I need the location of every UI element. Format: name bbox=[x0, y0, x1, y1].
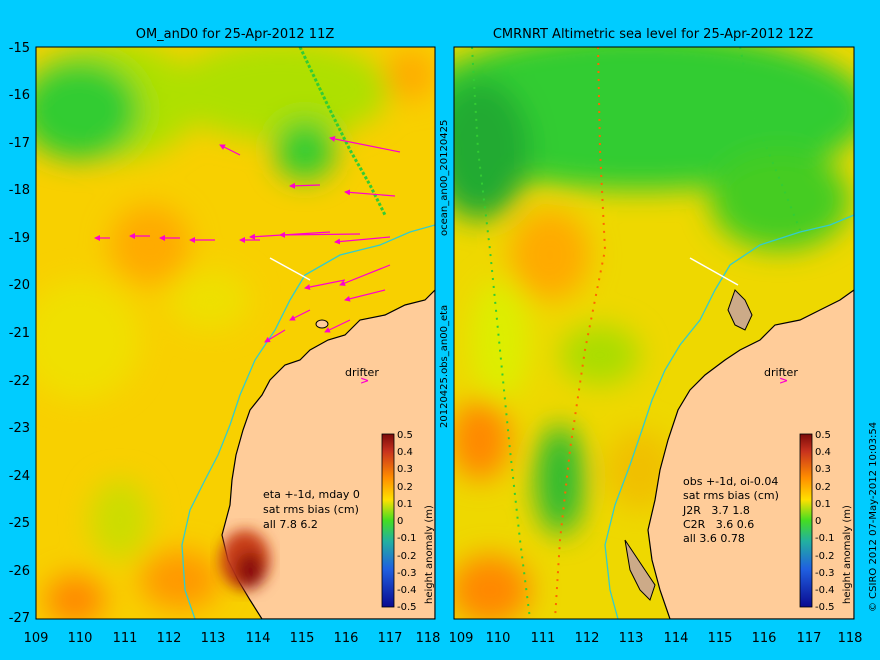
x-axis-ticks-left: 109 110 111 112 113 114 115 116 117 118 bbox=[24, 631, 441, 646]
y-tick-12: -27 bbox=[9, 611, 30, 626]
left-panel-title: OM_anD0 for 25-Apr-2012 11Z bbox=[136, 27, 335, 42]
left-cbar-tick-5: 0 bbox=[397, 516, 403, 527]
right-drifter-icon: > bbox=[779, 374, 788, 387]
x-tick-right-0: 109 bbox=[449, 631, 474, 646]
left-colorbar: 0.5 0.4 0.3 0.2 0.1 0 -0.1 -0.2 -0.3 -0.… bbox=[381, 430, 435, 613]
right-cbar-tick-1: 0.4 bbox=[815, 447, 831, 458]
left-cbar-tick-10: -0.5 bbox=[397, 602, 417, 613]
x-tick-left-1: 110 bbox=[68, 631, 93, 646]
y-axis-ticks: -15 -16 -17 -18 -19 -20 -21 -22 -23 -24 … bbox=[9, 41, 30, 626]
x-tick-left-0: 109 bbox=[24, 631, 49, 646]
x-tick-left-7: 116 bbox=[334, 631, 359, 646]
current-arrows bbox=[94, 136, 401, 343]
right-cbar-tick-9: -0.4 bbox=[815, 585, 835, 596]
left-isobath bbox=[181, 224, 435, 619]
left-stats: eta +-1d, mday 0 sat rms bias (cm) all 7… bbox=[263, 488, 360, 531]
y-tick-4: -19 bbox=[9, 231, 30, 246]
right-stats: obs +-1d, oi-0.04 sat rms bias (cm) J2R … bbox=[682, 475, 779, 545]
x-tick-left-6: 115 bbox=[290, 631, 315, 646]
right-map: drifter > bbox=[454, 47, 854, 619]
right-cbar-tick-8: -0.3 bbox=[815, 568, 835, 579]
x-tick-right-5: 114 bbox=[664, 631, 689, 646]
right-stats-line-1: obs +-1d, oi-0.04 bbox=[683, 475, 778, 488]
x-tick-left-5: 114 bbox=[246, 631, 271, 646]
left-cbar-tick-9: -0.4 bbox=[397, 585, 417, 596]
right-cbar-tick-0: 0.5 bbox=[815, 430, 831, 441]
right-colorbar-label: height anomaly (m) bbox=[842, 505, 853, 604]
left-cbar-tick-6: -0.1 bbox=[397, 533, 417, 544]
right-tracks bbox=[471, 47, 801, 619]
left-stats-line-3: all 7.8 6.2 bbox=[263, 518, 318, 531]
y-tick-1: -16 bbox=[9, 88, 30, 103]
y-tick-0: -15 bbox=[9, 41, 30, 56]
y-tick-3: -18 bbox=[9, 183, 30, 198]
credit-label: © CSIRO 2012 07-May-2012 10:03:54 bbox=[868, 422, 879, 612]
y-tick-5: -20 bbox=[9, 278, 30, 293]
x-tick-left-8: 117 bbox=[378, 631, 403, 646]
left-cbar-tick-2: 0.3 bbox=[397, 464, 413, 475]
left-cbar-tick-1: 0.4 bbox=[397, 447, 413, 458]
x-tick-left-2: 111 bbox=[113, 631, 138, 646]
right-stats-line-4: C2R 3.6 0.6 bbox=[683, 518, 754, 531]
x-tick-right-6: 115 bbox=[708, 631, 733, 646]
right-cbar-tick-5: 0 bbox=[815, 516, 821, 527]
x-tick-right-7: 116 bbox=[752, 631, 777, 646]
left-map: drifter > bbox=[36, 47, 435, 619]
y-tick-2: -17 bbox=[9, 136, 30, 151]
left-cbar-tick-4: 0.1 bbox=[397, 499, 413, 510]
right-cbar-tick-3: 0.2 bbox=[815, 482, 831, 493]
right-panel-title: CMRNRT Altimetric sea level for 25-Apr-2… bbox=[493, 27, 813, 42]
y-tick-8: -23 bbox=[9, 421, 30, 436]
divider-label-top: ocean_an00_20120425 bbox=[439, 120, 450, 236]
right-isobath bbox=[604, 214, 854, 619]
x-tick-left-3: 112 bbox=[157, 631, 182, 646]
right-colorbar-ticks: 0.5 0.4 0.3 0.2 0.1 0 -0.1 -0.2 -0.3 -0.… bbox=[815, 430, 835, 613]
right-cbar-tick-6: -0.1 bbox=[815, 533, 835, 544]
left-stats-line-1: eta +-1d, mday 0 bbox=[263, 488, 360, 501]
right-stats-line-2: sat rms bias (cm) bbox=[683, 489, 779, 502]
y-tick-6: -21 bbox=[9, 326, 30, 341]
left-cbar-tick-3: 0.2 bbox=[397, 482, 413, 493]
x-tick-right-8: 117 bbox=[797, 631, 822, 646]
right-cbar-tick-7: -0.2 bbox=[815, 551, 835, 562]
right-frame bbox=[453, 46, 855, 620]
left-cbar-tick-7: -0.2 bbox=[397, 551, 417, 562]
left-cbar-tick-0: 0.5 bbox=[397, 430, 413, 441]
x-tick-right-2: 111 bbox=[531, 631, 556, 646]
right-stats-line-5: all 3.6 0.78 bbox=[683, 532, 745, 545]
y-tick-11: -26 bbox=[9, 564, 30, 579]
x-tick-right-3: 112 bbox=[575, 631, 600, 646]
right-cbar-tick-4: 0.1 bbox=[815, 499, 831, 510]
left-drifter-label: drifter bbox=[345, 366, 379, 379]
x-tick-right-9: 118 bbox=[838, 631, 863, 646]
left-colorbar-label: height anomaly (m) bbox=[424, 505, 435, 604]
right-cbar-tick-10: -0.5 bbox=[815, 602, 835, 613]
y-tick-7: -22 bbox=[9, 374, 30, 389]
x-tick-left-9: 118 bbox=[416, 631, 441, 646]
left-colorbar-ticks: 0.5 0.4 0.3 0.2 0.1 0 -0.1 -0.2 -0.3 -0.… bbox=[397, 430, 417, 613]
y-tick-9: -24 bbox=[9, 469, 30, 484]
divider-label-bottom: 20120425.obs_an00_eta bbox=[439, 305, 450, 428]
x-tick-left-4: 113 bbox=[201, 631, 226, 646]
y-tick-10: -25 bbox=[9, 516, 30, 531]
right-cbar-tick-2: 0.3 bbox=[815, 464, 831, 475]
right-drifter-label: drifter bbox=[764, 366, 798, 379]
right-colorbar: 0.5 0.4 0.3 0.2 0.1 0 -0.1 -0.2 -0.3 -0.… bbox=[799, 430, 853, 613]
left-cbar-tick-8: -0.3 bbox=[397, 568, 417, 579]
left-stats-line-2: sat rms bias (cm) bbox=[263, 503, 359, 516]
right-stats-line-3: J2R 3.7 1.8 bbox=[682, 504, 750, 517]
x-tick-right-4: 113 bbox=[619, 631, 644, 646]
left-drifter-icon: > bbox=[360, 374, 369, 387]
x-axis-ticks-right: 109 110 111 112 113 114 115 116 117 118 bbox=[449, 631, 863, 646]
x-tick-right-1: 110 bbox=[486, 631, 511, 646]
left-frame bbox=[35, 46, 436, 620]
